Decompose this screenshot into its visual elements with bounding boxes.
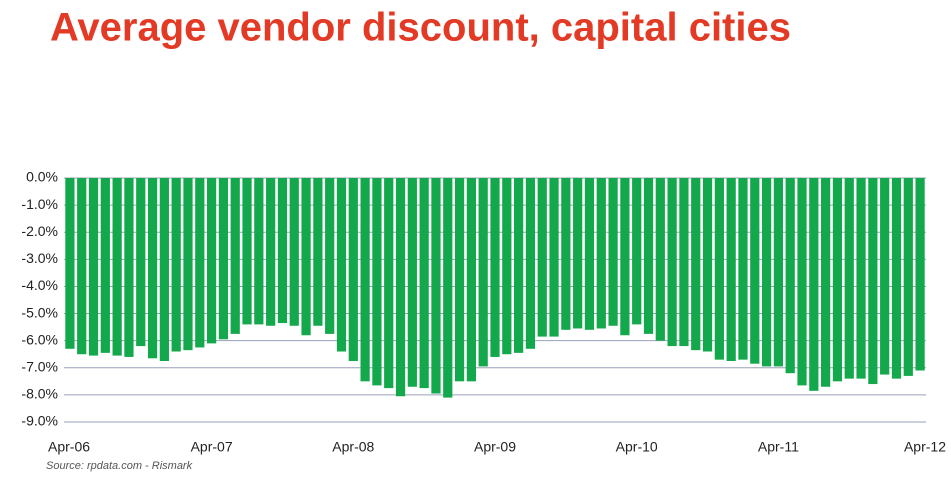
bar (277, 178, 288, 324)
bar (514, 178, 524, 353)
bar (159, 178, 169, 361)
bar (466, 178, 476, 382)
bar (549, 178, 559, 337)
bar (147, 178, 158, 359)
bar (761, 178, 772, 367)
x-tick-label: Apr-09 (474, 439, 516, 455)
bar (218, 178, 229, 340)
bar (301, 178, 311, 336)
bar (254, 178, 264, 325)
x-tick-label: Apr-12 (904, 439, 946, 455)
bar (206, 178, 217, 344)
bar (502, 178, 512, 355)
bar (655, 178, 665, 341)
bar (584, 178, 595, 330)
y-tick-label: 0.0% (26, 169, 58, 185)
x-tick-label: Apr-06 (48, 439, 90, 455)
y-tick-label: -8.0% (21, 386, 58, 402)
bar (454, 178, 465, 382)
bar (561, 178, 571, 330)
bar (195, 178, 205, 348)
y-tick-label: -6.0% (21, 331, 58, 347)
y-tick-label: -9.0% (21, 413, 58, 429)
bar (632, 178, 642, 325)
bar (868, 178, 878, 385)
bar (384, 178, 394, 389)
bar (171, 178, 181, 352)
bar (360, 178, 370, 382)
bar (242, 178, 252, 325)
bar (372, 178, 382, 386)
bar (891, 178, 902, 379)
bar (667, 178, 677, 347)
bar (112, 178, 122, 356)
bar (643, 178, 654, 334)
y-tick-label: -1.0% (21, 196, 58, 212)
bar (325, 178, 335, 334)
y-tick-label: -5.0% (21, 304, 58, 320)
source-note: Source: rpdata.com - Rismark (46, 460, 193, 472)
bar (714, 178, 724, 360)
bar (525, 178, 536, 349)
bar (726, 178, 736, 361)
bar (596, 178, 606, 329)
bar (65, 178, 75, 349)
bar (809, 178, 819, 391)
bar (183, 178, 193, 351)
bar (821, 178, 831, 387)
bar (136, 178, 146, 347)
bar (419, 178, 429, 389)
bar (880, 178, 890, 375)
bar (490, 178, 500, 357)
bar (431, 178, 441, 394)
bar (407, 178, 417, 387)
bar (702, 178, 713, 352)
bar (903, 178, 913, 376)
y-tick-label: -2.0% (21, 223, 58, 239)
bar (856, 178, 866, 379)
bar (395, 178, 406, 397)
bar (289, 178, 299, 326)
x-tick-label: Apr-11 (758, 439, 799, 455)
y-tick-label: -4.0% (21, 277, 58, 293)
bar (348, 178, 358, 361)
bar (100, 178, 110, 353)
bar (773, 178, 784, 367)
bar (336, 178, 347, 352)
bar (844, 178, 854, 379)
bar (478, 178, 488, 367)
bar (785, 178, 795, 374)
bar (832, 178, 843, 382)
bar (797, 178, 807, 386)
bar (313, 178, 323, 326)
bar (679, 178, 689, 347)
x-tick-label: Apr-07 (191, 439, 233, 455)
bar (691, 178, 701, 351)
y-tick-label: -3.0% (21, 250, 58, 266)
bar (77, 178, 87, 355)
y-tick-label: -7.0% (21, 358, 58, 374)
bar (537, 178, 547, 337)
bar (738, 178, 748, 360)
chart-title: Average vendor discount, capital cities (50, 6, 791, 50)
x-tick-label: Apr-10 (616, 439, 658, 455)
bar (88, 178, 99, 356)
bar (608, 178, 618, 326)
bar (573, 178, 583, 329)
bar (443, 178, 453, 398)
bar (750, 178, 760, 364)
bar (915, 178, 925, 371)
bar (620, 178, 630, 336)
bar (230, 178, 240, 334)
bar (266, 178, 276, 326)
x-tick-label: Apr-08 (332, 439, 374, 455)
bar (124, 178, 134, 357)
